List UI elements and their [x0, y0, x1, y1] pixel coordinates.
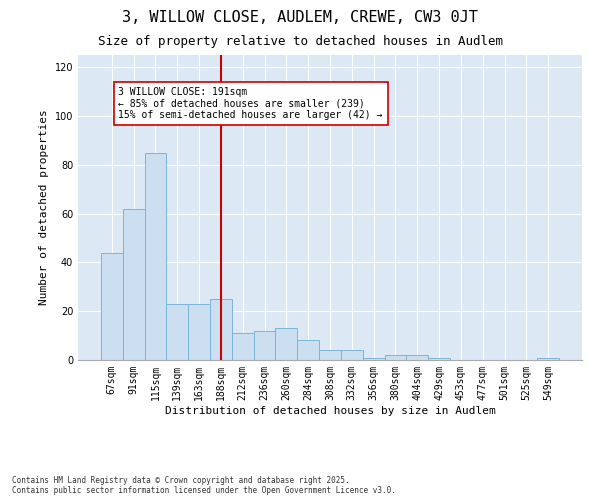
Text: 3 WILLOW CLOSE: 191sqm
← 85% of detached houses are smaller (239)
15% of semi-de: 3 WILLOW CLOSE: 191sqm ← 85% of detached… [118, 86, 383, 120]
X-axis label: Distribution of detached houses by size in Audlem: Distribution of detached houses by size … [164, 406, 496, 415]
Bar [341, 350, 363, 360]
Bar [166, 304, 188, 360]
Bar [145, 152, 166, 360]
Text: Contains HM Land Registry data © Crown copyright and database right 2025.
Contai: Contains HM Land Registry data © Crown c… [12, 476, 396, 495]
Bar [101, 252, 123, 360]
Bar [254, 330, 275, 360]
Text: 3, WILLOW CLOSE, AUDLEM, CREWE, CW3 0JT: 3, WILLOW CLOSE, AUDLEM, CREWE, CW3 0JT [122, 10, 478, 25]
Bar [297, 340, 319, 360]
Bar [188, 304, 210, 360]
Bar [363, 358, 385, 360]
Text: Size of property relative to detached houses in Audlem: Size of property relative to detached ho… [97, 35, 503, 48]
Bar [428, 358, 450, 360]
Bar [537, 358, 559, 360]
Bar [232, 333, 254, 360]
Bar [123, 208, 145, 360]
Y-axis label: Number of detached properties: Number of detached properties [39, 110, 49, 306]
Bar [319, 350, 341, 360]
Bar [210, 299, 232, 360]
Bar [385, 355, 406, 360]
Bar [406, 355, 428, 360]
Bar [275, 328, 297, 360]
